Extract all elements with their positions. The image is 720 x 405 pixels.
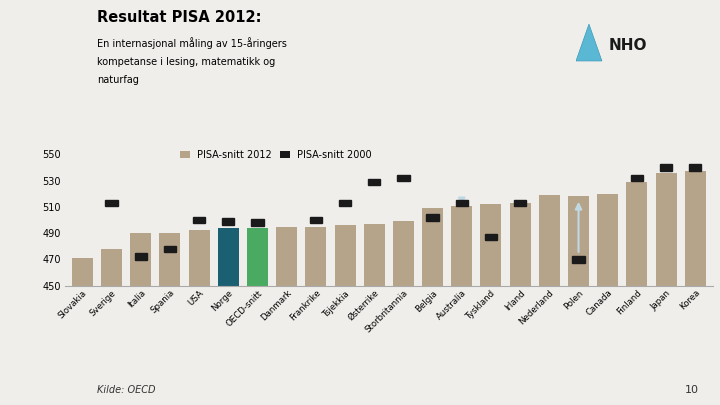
Bar [514,200,526,206]
Bar [130,233,151,286]
Bar [426,214,438,221]
Bar [368,179,380,185]
Bar [217,228,239,286]
Bar [72,258,93,286]
Bar [572,256,585,262]
Bar [101,249,122,286]
Bar [422,208,443,286]
Bar [451,205,472,286]
Text: naturfag: naturfag [97,75,139,85]
Bar [305,226,326,286]
Bar [456,200,468,206]
Polygon shape [576,24,602,61]
Bar [310,217,322,223]
Bar [397,175,410,181]
Bar [660,164,672,171]
Bar [539,195,560,286]
Bar [163,245,176,252]
Text: Resultat PISA 2012:: Resultat PISA 2012: [97,10,261,25]
Bar [597,194,618,286]
Bar [685,171,706,286]
Bar [222,218,235,224]
Bar [105,200,117,206]
Bar [135,254,147,260]
Text: 10: 10 [685,385,698,395]
Text: Kilde: OECD: Kilde: OECD [97,385,156,395]
Bar [631,175,643,181]
Bar [335,225,356,286]
Bar [193,217,205,223]
Bar [393,221,414,286]
Legend: PISA-snitt 2012, PISA-snitt 2000: PISA-snitt 2012, PISA-snitt 2000 [180,150,372,160]
Bar [568,196,589,286]
Text: En internasjonal måling av 15-åringers: En internasjonal måling av 15-åringers [97,37,287,49]
Bar [159,233,181,286]
Bar [485,234,497,240]
Bar [480,204,501,286]
Bar [626,182,647,286]
Bar [247,228,268,286]
Bar [189,230,210,286]
Text: NHO: NHO [608,38,647,53]
Bar [510,203,531,286]
Bar [276,226,297,286]
Bar [364,224,384,286]
Text: kompetanse i lesing, matematikk og: kompetanse i lesing, matematikk og [97,57,276,67]
Bar [339,200,351,206]
Bar [251,219,264,226]
Bar [656,173,677,286]
Bar [689,164,701,171]
